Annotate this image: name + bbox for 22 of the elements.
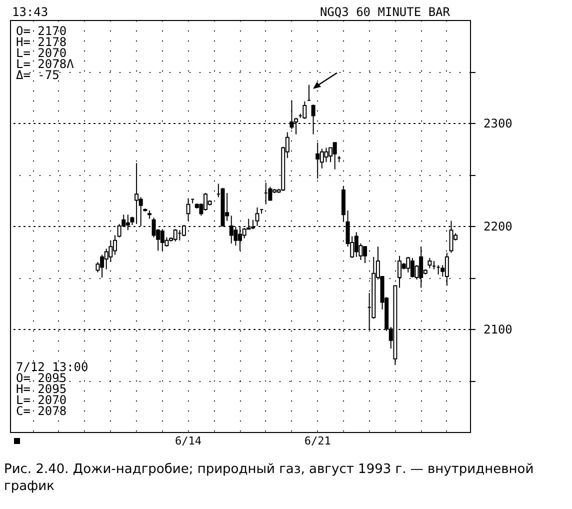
- chart-title: NGQ3 60 MINUTE BAR: [320, 5, 451, 19]
- annotation: 7/12 13:00 O= 2095 H= 2095 L= 2070 C= 2078: [16, 360, 88, 418]
- candlestick: [354, 232, 358, 258]
- candlestick: [428, 257, 432, 269]
- candlestick: [302, 100, 307, 120]
- candlestick: [138, 196, 143, 226]
- candlestick: [320, 148, 324, 169]
- candlestick: [324, 147, 328, 163]
- candlestick: [406, 256, 410, 273]
- y-tick-label: 2200: [484, 220, 512, 234]
- x-tick-label: 6/21: [304, 434, 331, 448]
- candlestick: [268, 186, 272, 201]
- candlestick: [112, 234, 117, 256]
- y-tick-label: 2100: [484, 322, 512, 336]
- text: Рис. 2.40. Дожи-надгробие; природный газ, август 1993 г. — внутридневной график: [4, 462, 535, 496]
- annotation: O= 2170 H= 2178 L= 2070 L= 2078Λ Δ= -75: [16, 24, 75, 82]
- candlestick: [332, 142, 337, 170]
- candlestick: [255, 206, 260, 226]
- text: 13:43: [12, 5, 48, 19]
- x-tick-label: 6/14: [175, 434, 202, 448]
- y-tick-label: 2300: [484, 116, 512, 130]
- candlestick: [173, 228, 178, 242]
